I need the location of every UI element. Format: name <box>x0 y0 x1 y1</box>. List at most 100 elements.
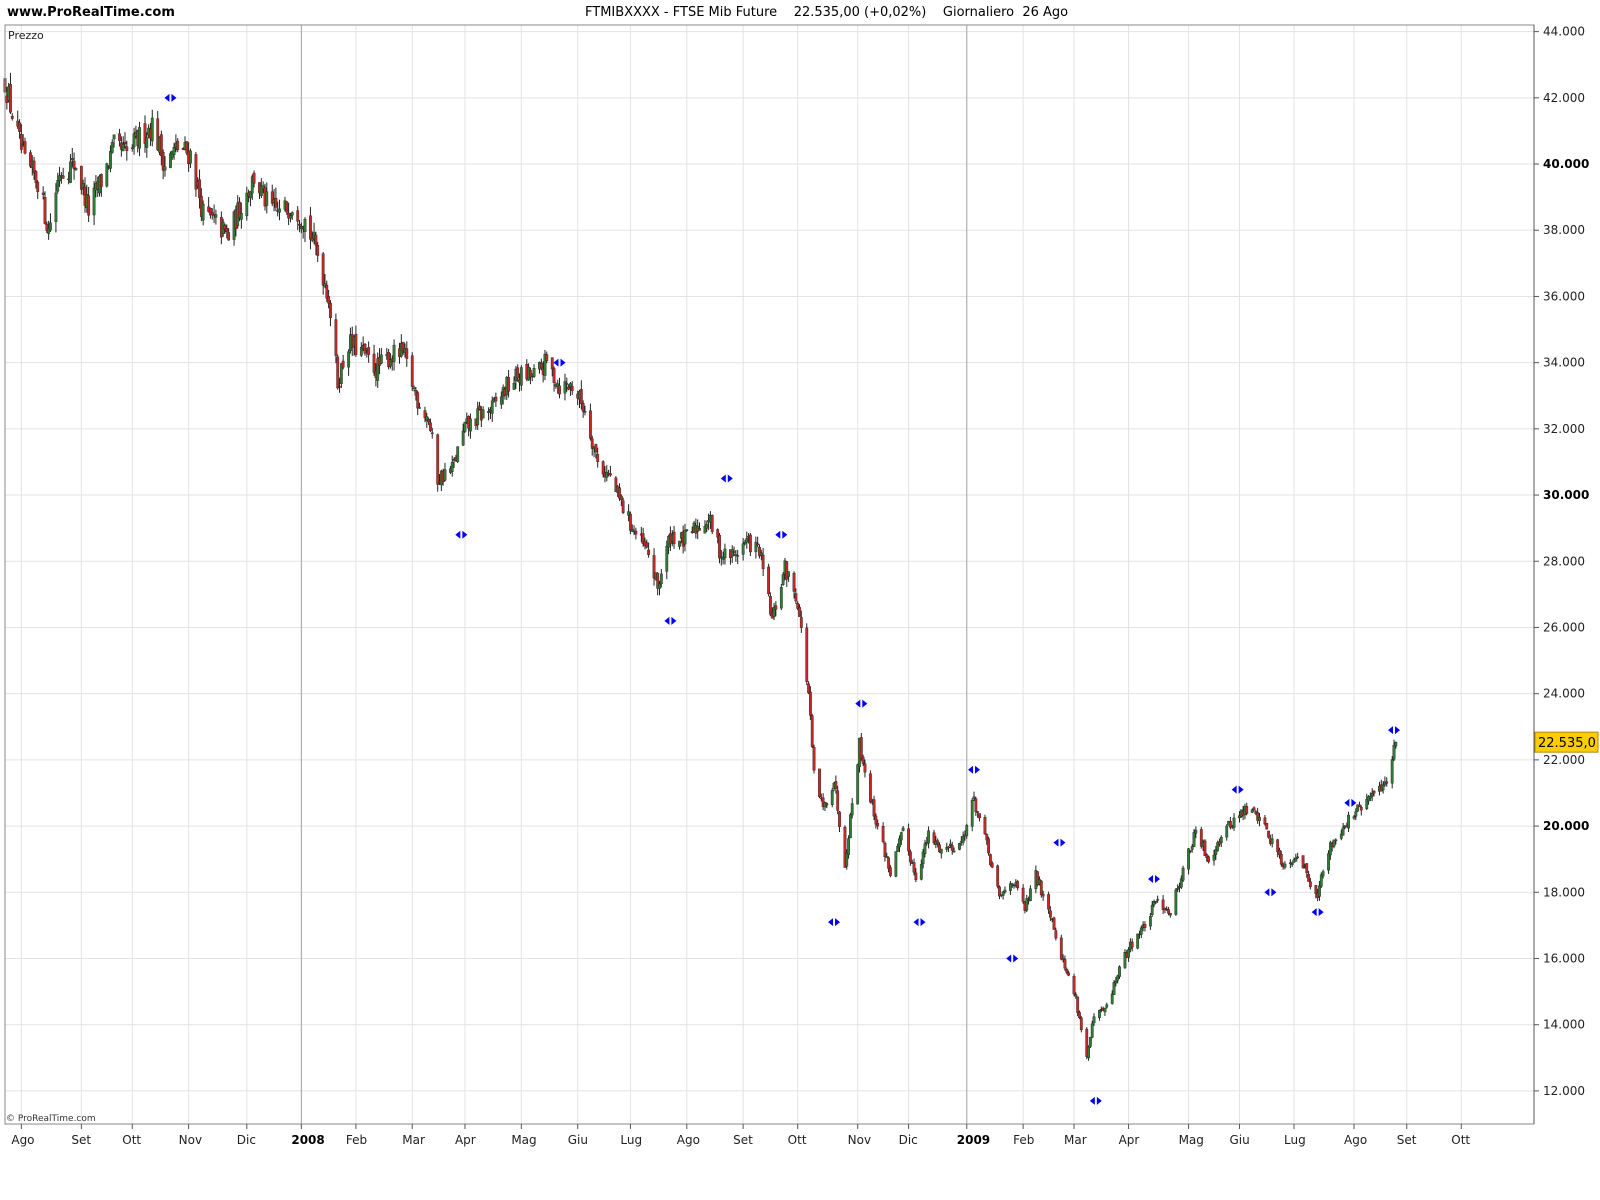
candle-body <box>512 382 516 390</box>
candle <box>132 127 136 155</box>
candle-body <box>834 781 838 790</box>
candle <box>912 858 916 876</box>
candle <box>847 835 850 859</box>
candle <box>563 373 567 401</box>
candle <box>978 813 981 822</box>
candle-body <box>10 115 14 119</box>
candle-body <box>359 347 363 356</box>
candle <box>759 549 763 561</box>
candle <box>336 354 340 390</box>
candle-body <box>194 154 198 190</box>
symbol: FTMIBXXXX <box>585 5 660 20</box>
candle <box>741 537 745 561</box>
candle <box>938 842 941 853</box>
candle-body <box>818 768 821 798</box>
candle <box>1176 884 1180 893</box>
candle-body <box>227 232 231 241</box>
candle-body <box>556 383 560 387</box>
candle <box>1219 835 1223 848</box>
candle-body <box>347 351 351 368</box>
candle-body <box>494 396 498 402</box>
candle-body <box>156 118 160 151</box>
y-tick-label: 28.000 <box>1543 554 1585 568</box>
candle-body <box>847 838 850 855</box>
candle <box>105 162 109 188</box>
candle <box>1179 875 1183 889</box>
candle-body <box>110 142 114 153</box>
candle-body <box>645 542 649 548</box>
candle-body <box>1214 849 1218 855</box>
candle-body <box>1394 741 1398 747</box>
candle-body <box>1385 781 1389 784</box>
candle <box>250 174 254 200</box>
candle <box>296 206 300 231</box>
candle-body <box>845 852 849 867</box>
candle <box>590 435 594 456</box>
candle <box>1116 974 1120 984</box>
candle <box>405 341 409 367</box>
period-label: Giornaliero <box>942 5 1015 20</box>
candle-body <box>1192 832 1196 847</box>
candle-body <box>238 201 241 219</box>
candle-body <box>310 237 314 241</box>
candle <box>647 542 650 558</box>
candle <box>794 588 798 604</box>
candle <box>1296 852 1300 860</box>
candle <box>9 72 12 115</box>
signal-marker <box>1344 798 1357 807</box>
candle <box>1163 907 1167 914</box>
copyright: © ProRealTime.com <box>6 1114 96 1124</box>
candle-body <box>619 495 623 500</box>
candle-body <box>1167 909 1170 914</box>
site-url[interactable]: www.ProRealTime.com <box>7 5 175 20</box>
candle-body <box>565 383 569 385</box>
candle-body <box>567 386 571 390</box>
candle <box>321 252 325 295</box>
x-tick-label: Apr <box>1119 1133 1140 1147</box>
candle-body <box>961 835 965 843</box>
candle-body <box>1356 804 1360 812</box>
candle <box>567 384 571 391</box>
candle <box>1074 992 1078 999</box>
candle <box>799 610 803 633</box>
signal-marker <box>1053 838 1066 847</box>
candle <box>919 859 923 881</box>
signal-marker <box>1231 785 1244 794</box>
candle <box>1187 847 1190 875</box>
candle-body <box>519 367 523 386</box>
candle <box>270 184 274 207</box>
candle <box>1150 900 1154 917</box>
candle <box>594 443 598 459</box>
candle <box>678 540 681 550</box>
candle <box>665 540 669 580</box>
x-tick-label: 2008 <box>291 1133 324 1147</box>
candle-body <box>532 368 536 377</box>
signal-marker <box>968 765 981 774</box>
candle <box>1067 970 1070 977</box>
candle-body <box>109 151 112 169</box>
candle <box>376 352 380 388</box>
candle <box>787 571 790 582</box>
candle-body <box>481 409 485 419</box>
candle-body <box>596 454 600 462</box>
candle <box>450 455 454 477</box>
candle <box>172 142 176 160</box>
marker-arrow-left <box>1089 1096 1095 1105</box>
candle-body <box>830 790 834 805</box>
candle-body <box>936 840 940 845</box>
candle-body <box>456 446 460 462</box>
candle <box>583 405 587 416</box>
candle-body <box>1263 817 1267 825</box>
candle-body <box>952 850 956 853</box>
candle <box>716 528 720 544</box>
candle <box>81 179 85 196</box>
candle-body <box>425 416 429 422</box>
candle <box>818 768 821 799</box>
x-tick-label: Lug <box>1284 1133 1306 1147</box>
candle-body <box>985 833 989 841</box>
candle <box>838 810 841 833</box>
candle <box>543 349 547 381</box>
candle <box>418 402 421 409</box>
candle <box>416 390 420 416</box>
